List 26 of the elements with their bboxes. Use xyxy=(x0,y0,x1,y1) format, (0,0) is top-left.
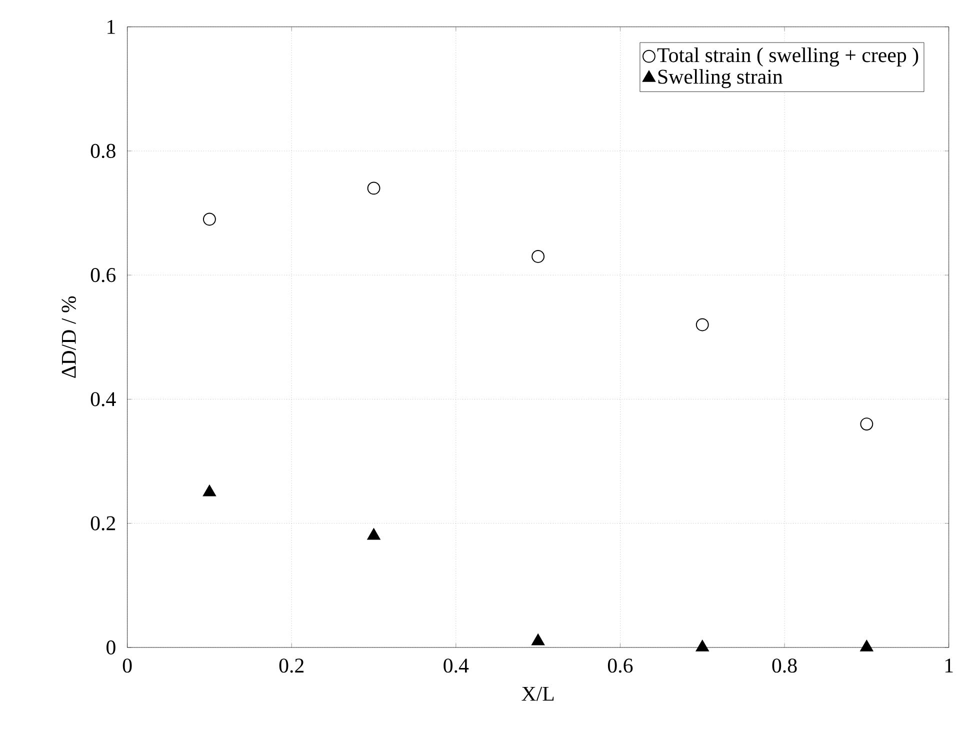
y-tick-label: 0.4 xyxy=(90,392,116,406)
y-tick-label: 0.2 xyxy=(90,516,116,530)
x-tick-label: 0.2 xyxy=(279,658,304,673)
point xyxy=(367,528,380,540)
point xyxy=(532,250,545,263)
point xyxy=(532,634,545,646)
x-tick-label: 0 xyxy=(122,658,132,673)
legend-label: Total strain ( swelling + creep ) xyxy=(657,48,918,67)
legend-label: Swelling strain xyxy=(658,69,783,88)
point xyxy=(860,640,874,652)
y-axis-title: ΔD/D / % xyxy=(62,296,76,378)
x-axis-title: X/L xyxy=(522,686,554,701)
point xyxy=(202,484,216,496)
y-tick-label: 0.8 xyxy=(90,144,116,158)
y-tick-label: 0.6 xyxy=(90,268,116,282)
point xyxy=(696,318,709,332)
point xyxy=(696,640,709,652)
point xyxy=(367,182,380,195)
point xyxy=(202,212,216,226)
y-tick-label: 0 xyxy=(106,640,116,655)
point xyxy=(860,418,874,431)
y-tick-label: 1 xyxy=(108,20,115,34)
x-tick-label: 0.4 xyxy=(444,658,469,673)
x-tick-label: 1 xyxy=(945,658,953,672)
x-tick-label: 0.8 xyxy=(772,658,797,673)
x-tick-label: 0.6 xyxy=(608,658,633,673)
